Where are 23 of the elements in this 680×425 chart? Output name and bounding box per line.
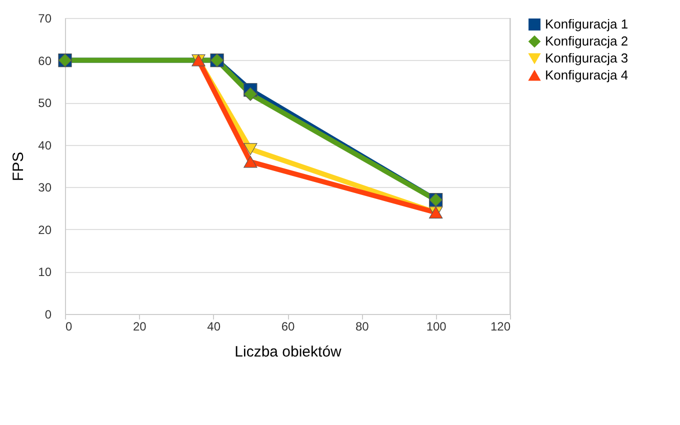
x-tick-label: 60: [281, 320, 295, 334]
y-tick-label: 20: [38, 222, 52, 237]
x-tick-label: 40: [207, 320, 221, 334]
y-tick-label: 30: [38, 180, 52, 195]
y-tick-label: 60: [38, 54, 52, 68]
legend-label: Konfiguracja 4: [545, 68, 628, 82]
y-tick-label: 10: [38, 265, 52, 280]
point: [244, 87, 258, 101]
y-tick-label: 50: [38, 96, 52, 110]
legend-label: Konfiguracja 3: [545, 50, 628, 66]
point: [244, 143, 258, 156]
legend-label: Konfiguracja 1: [545, 16, 628, 32]
y-axis-title: FPS: [10, 152, 28, 182]
x-tick-label: 120: [490, 320, 511, 334]
y-tick-label: 70: [38, 12, 52, 26]
x-tick-label: 80: [355, 320, 370, 334]
x-tick-label: 100: [426, 320, 447, 334]
y-tick-label: 40: [38, 138, 52, 152]
x-tick-label: 0: [66, 320, 72, 334]
x-tick-label: 20: [132, 320, 147, 334]
legend-label: Konfiguracja 2: [545, 34, 628, 48]
y-tick-label: 0: [44, 308, 52, 322]
x-axis-title: Liczba obiektów: [234, 344, 342, 360]
